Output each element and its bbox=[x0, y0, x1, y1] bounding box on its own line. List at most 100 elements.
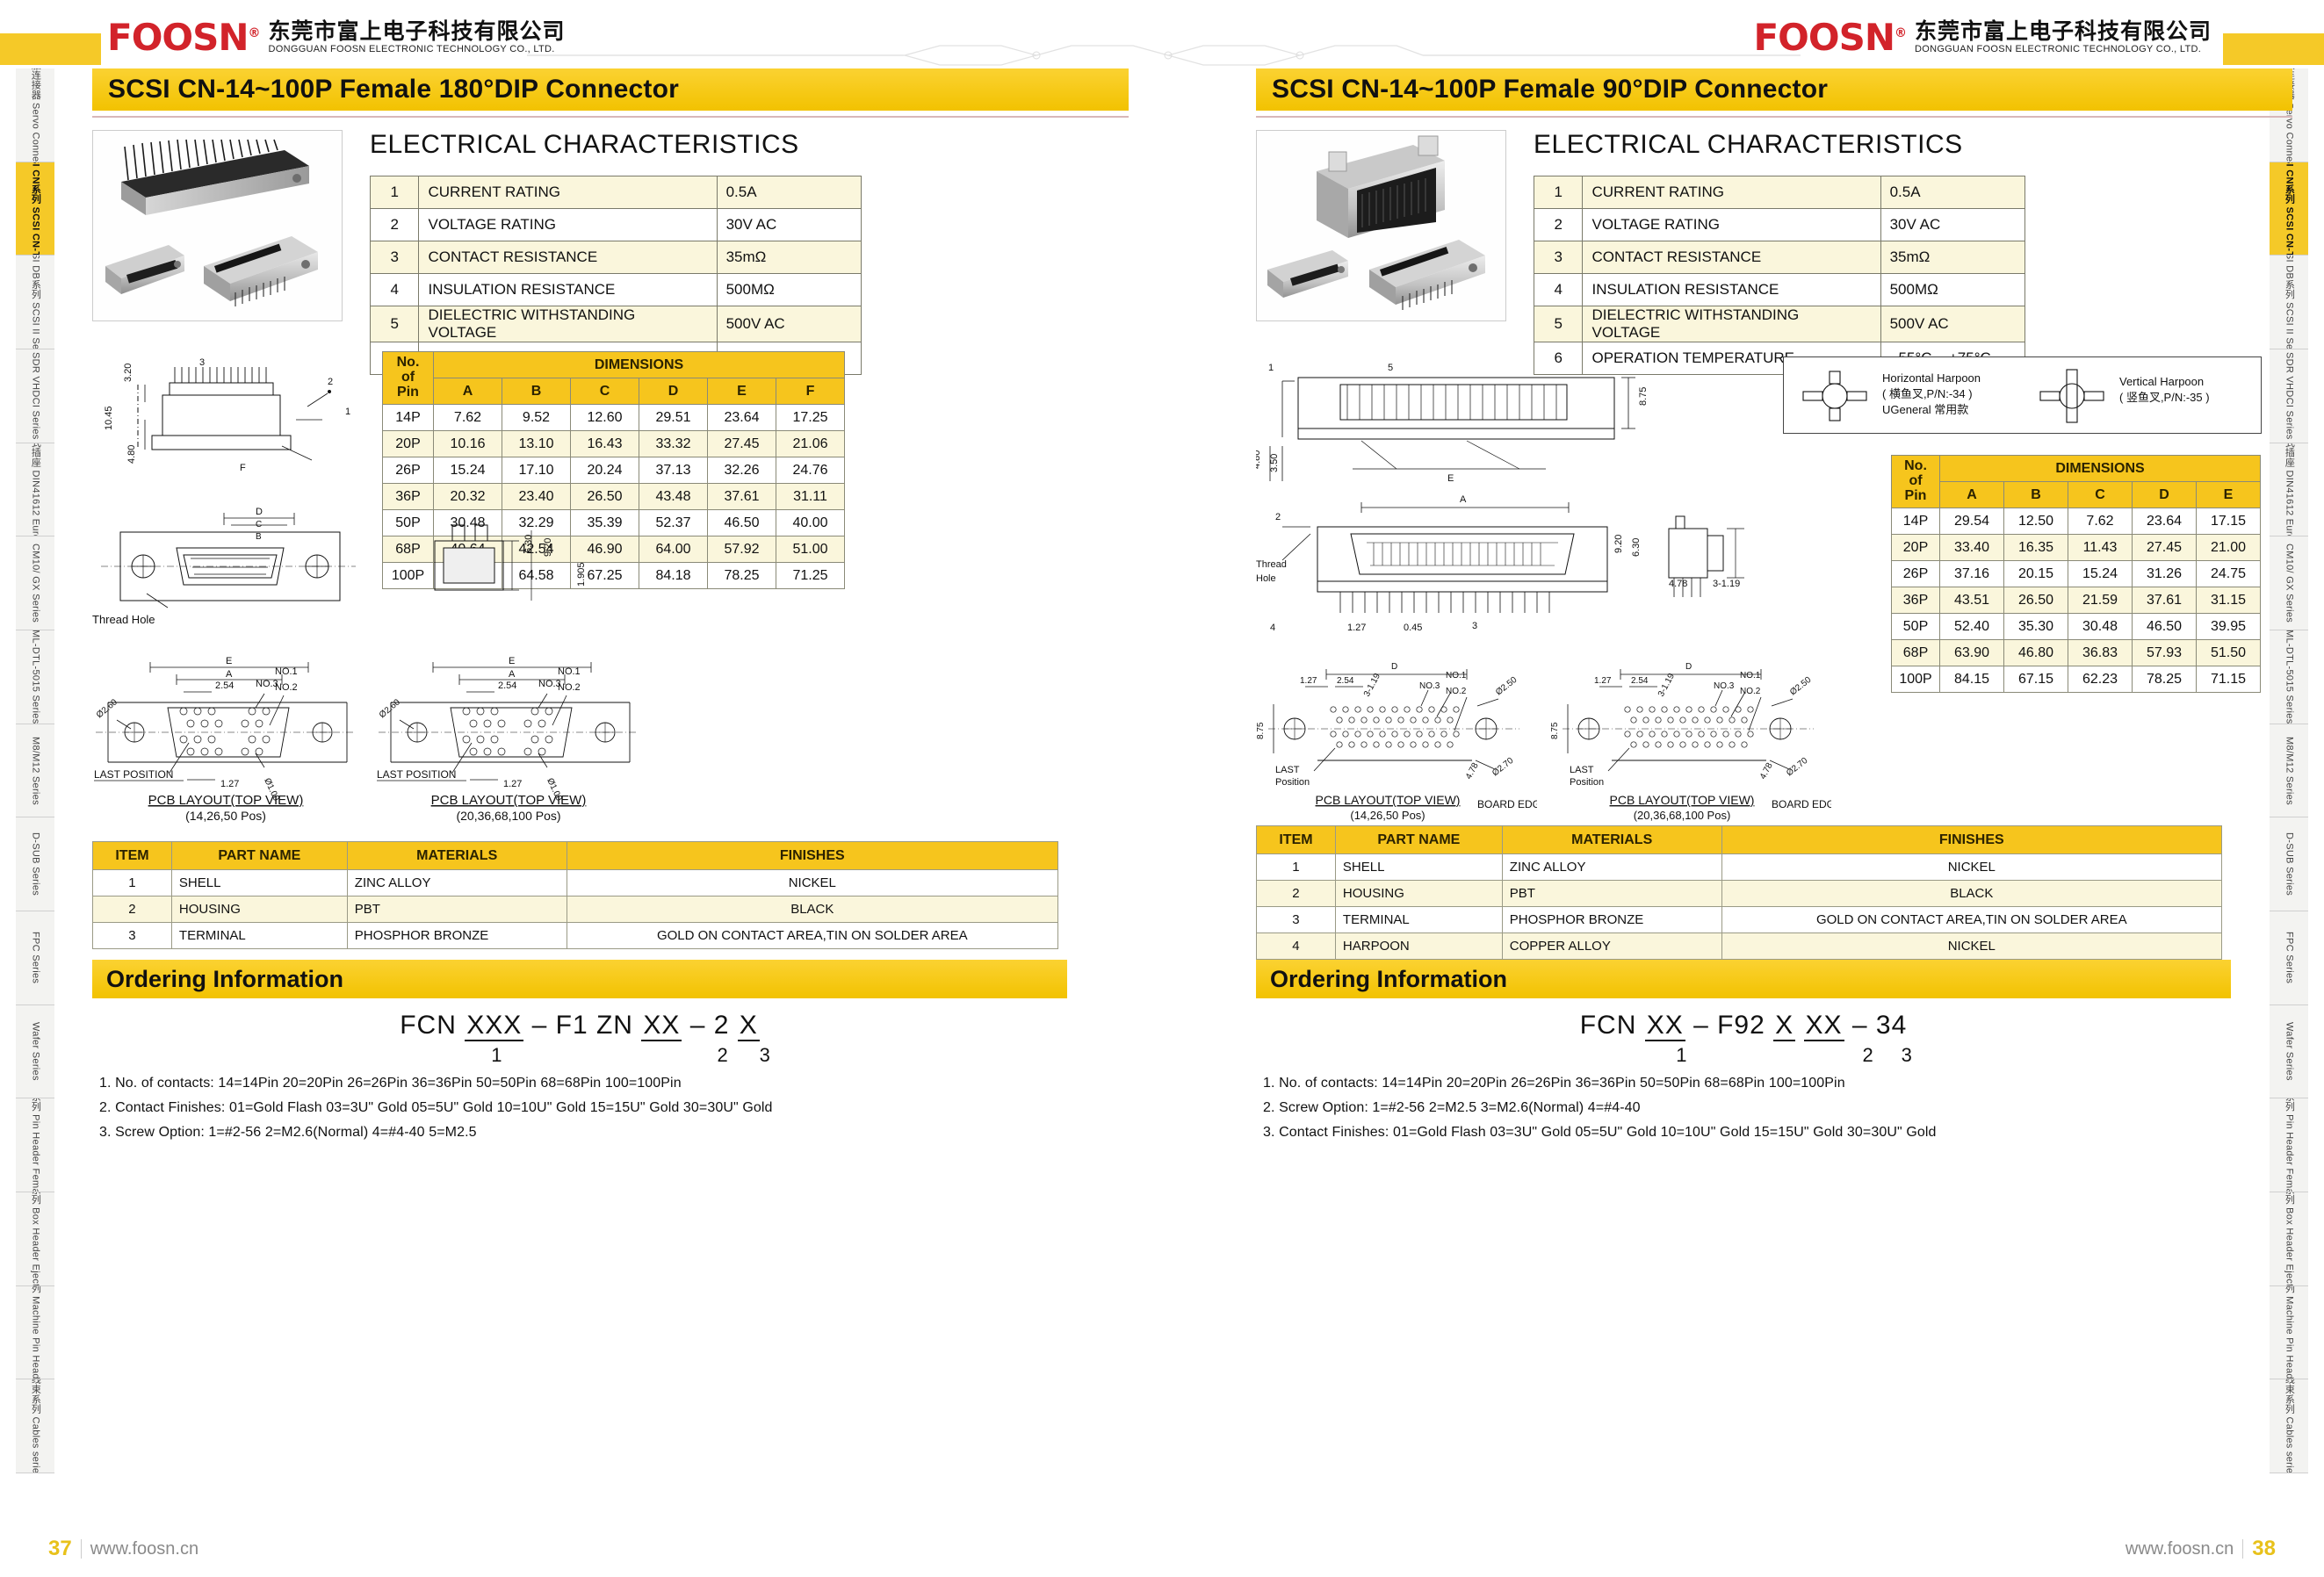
dim-value-cell: 43.48 bbox=[639, 483, 708, 510]
dim-value-cell: 15.24 bbox=[433, 457, 502, 484]
sidebar-tab-7[interactable]: M8/M12 Series bbox=[2270, 724, 2308, 818]
ordering-note-2-left: 2. Contact Finishes: 01=Gold Flash 03=3U… bbox=[99, 1100, 773, 1115]
dim-row: 14P 7.62 9.52 12.60 29.51 23.64 17.25 bbox=[382, 404, 845, 431]
svg-text:NO.3: NO.3 bbox=[1419, 681, 1440, 691]
materials-cell-part-name: TERMINAL bbox=[170, 922, 348, 949]
pn-field2-right: X bbox=[1773, 1011, 1796, 1041]
dim-value-cell: 78.25 bbox=[707, 562, 776, 589]
dim-value-cell: 17.15 bbox=[2196, 508, 2261, 535]
sidebar-tab-8[interactable]: D-SUB Series bbox=[2270, 817, 2308, 912]
pcb-layout-right-2: D 1.27 2.54 3-1.19 NO.3 NO.1 NO.2 8.75 Ø… bbox=[1550, 648, 1842, 824]
elec-row: 5 DIELECTRIC WITHSTANDING VOLTAGE 500V AC bbox=[1533, 306, 2026, 342]
sidebar-tab-10[interactable]: Wafer Series bbox=[16, 1005, 54, 1099]
dim-col-header-A: A bbox=[433, 378, 502, 405]
materials-cell-material: PHOSPHOR BRONZE bbox=[1501, 906, 1722, 933]
svg-text:NO.1: NO.1 bbox=[1740, 671, 1761, 680]
elec-cell-num: 4 bbox=[1533, 273, 1584, 306]
materials-cell-item: 1 bbox=[92, 869, 172, 897]
sidebar-tab-6[interactable]: ML-DTL-5015 Series bbox=[2270, 630, 2308, 724]
svg-text:NO.1: NO.1 bbox=[558, 666, 581, 677]
sidebar-tab-9[interactable]: FPC Series bbox=[2270, 911, 2308, 1005]
elec-row: 4 INSULATION RESISTANCE 500MΩ bbox=[369, 273, 862, 306]
sidebar-tab-13[interactable]: 圆针圆孔系列 Machine Pin Header & Socket bbox=[16, 1285, 54, 1380]
dim-title-header: DIMENSIONS bbox=[1939, 455, 2261, 482]
dim-row: 20P 33.40 16.35 11.43 27.45 21.00 bbox=[1891, 534, 2261, 561]
dim-col-header-A: A bbox=[1939, 481, 2004, 508]
sidebar-tab-4[interactable]: DIN41612欧式插座 DIN41612 European Socket bbox=[2270, 443, 2308, 537]
sidebar-tab-label: 简牛牛角系列 Box Header Ejector Header bbox=[30, 1192, 41, 1286]
sidebar-tab-14[interactable]: 线束系列 Cables series bbox=[2270, 1379, 2308, 1474]
ordering-note-3-left: 3. Screw Option: 1=#2-56 2=M2.6(Normal) … bbox=[99, 1125, 477, 1140]
dim-value-cell: 24.76 bbox=[776, 457, 845, 484]
dim-value-cell: 26.50 bbox=[2003, 587, 2068, 614]
sidebar-tab-3[interactable]: SDR VHDCI Series bbox=[2270, 349, 2308, 443]
sidebar-tab-5[interactable]: CM10/ GX Series bbox=[2270, 536, 2308, 631]
svg-text:LAST: LAST bbox=[1570, 765, 1594, 775]
materials-cell-material: PHOSPHOR BRONZE bbox=[346, 922, 567, 949]
svg-text:C: C bbox=[256, 520, 262, 529]
sidebar-tab-1[interactable]: SCSI CN系列 SCSI CN-Type bbox=[16, 162, 54, 256]
sidebar-tab-4[interactable]: DIN41612欧式插座 DIN41612 European Socket bbox=[16, 443, 54, 537]
materials-header-finishes: FINISHES bbox=[566, 841, 1059, 870]
materials-header-materials: MATERIALS bbox=[1501, 825, 1722, 854]
sidebar-tab-label: Wafer Series bbox=[2284, 1022, 2295, 1081]
pn-mid-left: F1 ZN bbox=[555, 1011, 633, 1040]
right-page-title: SCSI CN-14~100P Female 90°DIP Connector bbox=[1256, 68, 2292, 111]
sidebar-tab-12[interactable]: 简牛牛角系列 Box Header Ejector Header bbox=[16, 1192, 54, 1286]
sidebar-tab-14[interactable]: 线束系列 Cables series bbox=[16, 1379, 54, 1474]
sidebar-tab-2[interactable]: SCSI DB系列 SCSI II Series bbox=[16, 256, 54, 350]
sidebar-tab-label: 伺服连接器 Servo Connector bbox=[30, 68, 41, 162]
pn-fixed-right: 34 bbox=[1875, 1011, 1908, 1040]
sidebar-tab-label: FPC Series bbox=[2284, 932, 2295, 984]
elec-cell-val: 0.5A bbox=[1880, 176, 2026, 209]
sidebar-tab-12[interactable]: 简牛牛角系列 Box Header Ejector Header bbox=[2270, 1192, 2308, 1286]
sidebar-tab-7[interactable]: M8/M12 Series bbox=[16, 724, 54, 818]
materials-row: 1 SHELL ZINC ALLOY NICKEL bbox=[92, 869, 1059, 897]
sidebar-tab-label: D-SUB Series bbox=[2284, 832, 2295, 897]
technical-drawing-left-top: 3.20 10.45 4.80 F 3 2 1 bbox=[92, 357, 382, 490]
dim-value-cell: 20.15 bbox=[2003, 560, 2068, 587]
sidebar-tab-0[interactable]: 伺服连接器 Servo Connector bbox=[16, 68, 54, 162]
materials-cell-part-name: SHELL bbox=[170, 869, 348, 897]
svg-text:Ø2.70: Ø2.70 bbox=[1490, 756, 1516, 779]
svg-text:LAST: LAST bbox=[1275, 765, 1300, 775]
svg-text:D: D bbox=[256, 507, 263, 517]
header-accent-right bbox=[2223, 33, 2324, 65]
part-number-index-left: 1 2 3 bbox=[92, 1044, 1067, 1067]
dim-pin-cell: 26P bbox=[1891, 560, 1940, 587]
dim-row: 14P 29.54 12.50 7.62 23.64 17.15 bbox=[1891, 508, 2261, 535]
materials-cell-finish: NICKEL bbox=[566, 869, 1059, 897]
materials-table-left: ITEM PART NAME MATERIALS FINISHES 1 SHELL ZINC… bbox=[92, 841, 1059, 949]
sidebar-tab-11[interactable]: 排针排母系列 Pin Header Female Header bbox=[16, 1098, 54, 1193]
dim-value-cell: 24.75 bbox=[2196, 560, 2261, 587]
sidebar-tab-9[interactable]: FPC Series bbox=[16, 911, 54, 1005]
materials-header-row: ITEM PART NAME MATERIALS FINISHES bbox=[92, 841, 1059, 870]
sidebar-tab-1[interactable]: SCSI CN系列 SCSI CN-Type bbox=[2270, 162, 2308, 256]
sidebar-tab-label: 排针排母系列 Pin Header Female Header bbox=[2284, 1098, 2295, 1193]
sidebar-tab-11[interactable]: 排针排母系列 Pin Header Female Header bbox=[2270, 1098, 2308, 1193]
materials-cell-part-name: HARPOON bbox=[1334, 933, 1503, 960]
svg-text:2.54: 2.54 bbox=[498, 680, 516, 691]
elec-cell-nm: CURRENT RATING bbox=[1582, 176, 1881, 209]
sidebar-tab-10[interactable]: Wafer Series bbox=[2270, 1005, 2308, 1099]
sidebar-tab-3[interactable]: SDR VHDCI Series bbox=[16, 349, 54, 443]
sidebar-tabs-left[interactable]: 伺服连接器 Servo Connector SCSI CN系列 SCSI CN-T… bbox=[16, 68, 54, 1474]
pcb-subcaption-right-1: (14,26,50 Pos) bbox=[1350, 809, 1425, 822]
part-number-right: FCN XX – F92 X XX – 34 bbox=[1256, 1011, 2231, 1041]
svg-text:3.20: 3.20 bbox=[123, 364, 134, 382]
sidebar-tab-13[interactable]: 圆针圆孔系列 Machine Pin Header & Socket bbox=[2270, 1285, 2308, 1380]
footer-url-left[interactable]: www.foosn.cn bbox=[90, 1538, 199, 1559]
page-number-left: 37 bbox=[48, 1537, 72, 1560]
dim-value-cell: 33.40 bbox=[1939, 534, 2004, 561]
svg-text:4.80: 4.80 bbox=[1256, 450, 1262, 469]
sidebar-tab-6[interactable]: ML-DTL-5015 Series bbox=[16, 630, 54, 724]
footer-url-right[interactable]: www.foosn.cn bbox=[2125, 1538, 2234, 1559]
elec-cell-val: 30V AC bbox=[716, 208, 862, 241]
svg-text:1.27: 1.27 bbox=[503, 779, 522, 789]
svg-text:NO.3: NO.3 bbox=[256, 679, 278, 689]
sidebar-tab-2[interactable]: SCSI DB系列 SCSI II Series bbox=[2270, 256, 2308, 350]
materials-cell-part-name: HOUSING bbox=[170, 896, 348, 923]
sidebar-tab-8[interactable]: D-SUB Series bbox=[16, 817, 54, 912]
sidebar-tab-5[interactable]: CM10/ GX Series bbox=[16, 536, 54, 631]
